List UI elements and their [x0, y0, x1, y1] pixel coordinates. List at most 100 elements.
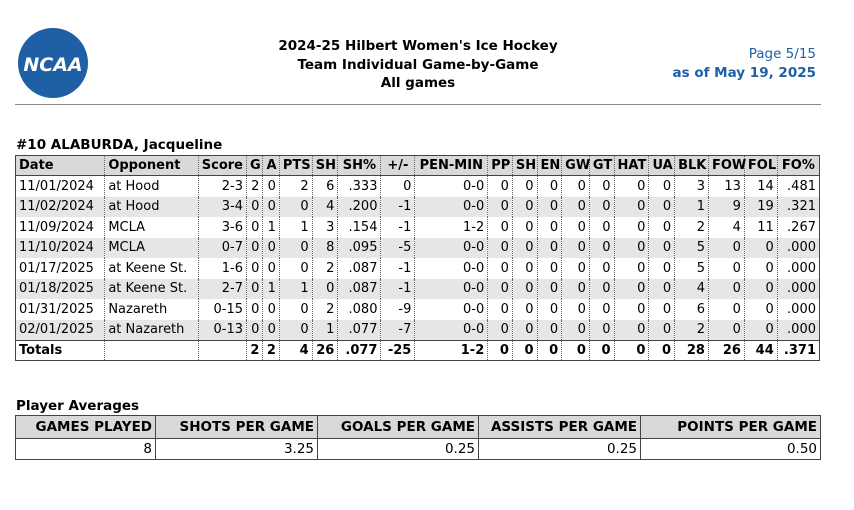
col-header: GW: [561, 155, 590, 176]
stat-cell: .000: [776, 319, 820, 341]
stat-cell: 0: [487, 278, 513, 299]
stat-cell: .087: [337, 278, 381, 299]
stat-cell: 0: [262, 299, 280, 320]
stat-cell: 0: [613, 299, 649, 320]
stat-cell: 0: [588, 196, 615, 217]
stat-cell: 0: [487, 319, 513, 341]
stat-cell: 0: [511, 237, 538, 258]
averages-title: Player Averages: [16, 398, 140, 414]
stat-cell: 14: [743, 175, 778, 197]
stat-cell: 0: [613, 217, 649, 238]
stat-cell: 01/31/2025: [19, 301, 94, 317]
stat-cell: 0: [262, 319, 280, 341]
stat-cell: 0: [311, 278, 338, 299]
totals-cell: -25: [380, 340, 415, 361]
stat-cell: 0: [246, 196, 263, 217]
stat-cell: 2: [674, 217, 709, 238]
stat-cell: 0: [262, 175, 280, 197]
stat-cell: 0: [536, 237, 562, 258]
stat-cell: 0: [246, 278, 263, 299]
stat-cell: 19: [743, 196, 778, 217]
stat-cell: 0: [246, 258, 263, 279]
stat-cell: 0: [487, 175, 513, 197]
stat-cell: 0: [536, 196, 562, 217]
game-row: 11/01/2024 at Hood 2-3 2 0 2 6.333 0 0-0 0 0 0 0 0 0 0 3…: [16, 175, 820, 197]
stat-cell: 1: [278, 278, 313, 299]
stat-cell: MCLA: [104, 217, 199, 238]
stat-cell: Nazareth: [104, 299, 199, 320]
stat-cell: .154: [337, 217, 381, 238]
stat-cell: .200: [337, 196, 381, 217]
stat-cell: 0: [588, 319, 615, 341]
stat-cell: at Keene St.: [104, 258, 199, 279]
stat-cell: 0: [648, 299, 675, 320]
stat-cell: 1: [262, 278, 280, 299]
stat-cell: 11/02/2024: [15, 196, 105, 217]
stat-cell: 0: [707, 237, 745, 258]
stat-cell: .087: [337, 258, 381, 279]
stat-cell: -1: [380, 217, 415, 238]
stat-cell: 0: [648, 196, 675, 217]
stat-cell: 0: [536, 175, 562, 197]
stat-cell: -9: [380, 299, 415, 320]
stat-cell: 0-0: [414, 299, 488, 320]
totals-cell: .371: [776, 340, 820, 361]
stat-cell: 0: [707, 319, 745, 341]
page-number: Page 5/15: [748, 46, 816, 62]
stat-cell: 0: [588, 175, 615, 197]
player-name: #10 ALABURDA, Jacqueline: [16, 137, 223, 153]
header-divider: [15, 104, 821, 105]
avg-value: 8: [143, 441, 152, 457]
col-header: FOL: [743, 155, 778, 176]
totals-cell: 1-2: [414, 340, 488, 361]
totals-cell: .077: [337, 340, 381, 361]
totals-cell: 0: [648, 340, 675, 361]
totals-cell: 0: [536, 340, 562, 361]
stat-cell: 0: [707, 258, 745, 279]
stat-cell: 2: [311, 299, 338, 320]
stat-cell: 02/01/2025: [15, 319, 105, 341]
stat-cell: 0: [588, 299, 615, 320]
game-row: 02/01/2025 at Nazareth 0-13 0 0 0 1.077 -7 0-0 0 0…: [15, 319, 820, 341]
logo-text: NCAA: [23, 54, 82, 76]
stat-cell: 0: [246, 217, 263, 238]
stat-cell: 0: [613, 319, 649, 341]
stat-cell: 2-3: [197, 175, 247, 197]
stat-cell: -5: [380, 237, 415, 258]
stat-cell: 0: [511, 299, 538, 320]
stat-cell: 0: [278, 299, 313, 320]
avg-value: 3.25: [155, 438, 318, 460]
stat-cell: 0: [262, 258, 280, 279]
totals-cell: 0: [588, 340, 615, 361]
stat-cell: 2: [278, 175, 313, 197]
totals-cell: 0: [487, 340, 513, 361]
stat-cell: 11/10/2024: [15, 237, 105, 258]
col-header: G: [246, 155, 263, 176]
stat-cell: 0: [487, 217, 513, 238]
totals-cell: 26: [311, 340, 338, 361]
stat-cell: 0: [561, 237, 590, 258]
stat-cell: at Hood: [104, 175, 199, 197]
stat-cell: 0: [487, 258, 513, 279]
col-header: Date: [15, 155, 105, 176]
stat-cell: 0: [588, 237, 615, 258]
stat-cell: 0: [246, 319, 263, 341]
stat-cell: 0: [536, 217, 562, 238]
totals-row: Totals 2 2 4 26.077 -25 1-2 0 0 0 0 0 0 0 28 26 44.371: [15, 340, 820, 361]
stat-cell: .321: [776, 196, 820, 217]
stat-cell: 0: [511, 258, 538, 279]
stat-cell: 0-0: [414, 237, 488, 258]
stat-cell: 0: [561, 175, 590, 197]
col-header: FOW: [707, 155, 746, 176]
totals-cell: 4: [278, 340, 313, 361]
stat-cell: at Hood: [104, 196, 199, 217]
avg-value: 0.50: [640, 438, 821, 460]
stat-cell: 1-6: [197, 258, 247, 279]
stat-cell: 5: [674, 237, 709, 258]
report-title: 2024-25 Hilbert Women's Ice Hockey Team …: [200, 37, 636, 93]
stat-cell: 0: [511, 196, 538, 217]
title-line-2: Team Individual Game-by-Game: [297, 56, 539, 73]
stat-cell: 0: [511, 278, 538, 299]
totals-cell: 26: [707, 340, 745, 361]
stat-cell: 0: [511, 319, 538, 341]
